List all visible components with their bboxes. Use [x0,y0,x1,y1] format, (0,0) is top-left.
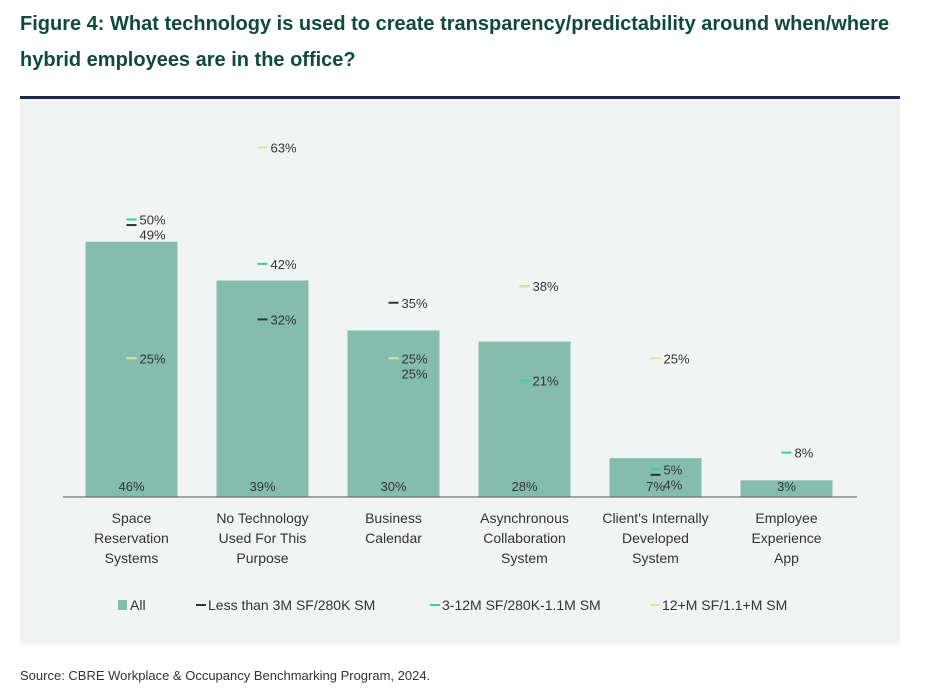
series-value-label: 21% [533,373,559,388]
series-value-label: 8% [795,446,814,461]
category-label: Asynchronous [480,510,569,526]
series-value-label: 35% [402,296,428,311]
category-label: Developed [622,530,689,546]
category-label: Collaboration [483,530,566,546]
bar [609,458,702,497]
series-value-label: 50% [140,213,166,228]
series-value-label: 49% [140,228,166,243]
category-label: Systems [105,550,159,566]
category-label: Reservation [94,530,169,546]
category-label: System [501,550,548,566]
category-label: Purpose [236,550,288,566]
series-value-label: 25% [664,351,690,366]
series-value-label: 38% [533,279,559,294]
series-value-label: 5% [664,462,683,477]
series-value-label: 25% [402,366,428,381]
legend-label: All [130,597,146,613]
category-label: App [774,550,799,566]
category-label: Employee [755,510,817,526]
category-label: No Technology [216,510,308,526]
bar-value-label: 3% [777,479,796,494]
category-label: Calendar [365,530,422,546]
series-value-label: 25% [140,351,166,366]
bar-value-label: 28% [511,479,537,494]
category-label: Space [112,510,152,526]
series-value-label: 42% [271,257,297,272]
legend-label: 3-12M SF/280K-1.1M SM [442,597,601,613]
bar-value-label: 7% [646,479,665,494]
bar [85,241,178,497]
category-label: System [632,550,679,566]
series-value-label: 25% [402,351,428,366]
category-label: Used For This [219,530,307,546]
category-label: Experience [751,530,821,546]
chart-title: Figure 4: What technology is used to cre… [20,13,890,71]
category-label: Client's Internally [602,510,708,526]
bar-value-label: 30% [380,479,406,494]
series-value-label: 32% [271,312,297,327]
series-value-label: 4% [664,477,683,492]
bar-value-label: 39% [249,479,275,494]
legend-label: 12+M SF/1.1+M SM [662,597,787,613]
bar-value-label: 46% [118,479,144,494]
bar [740,480,833,497]
bar [478,341,571,497]
bar [216,280,309,497]
category-label: Business [365,510,422,526]
legend-swatch [118,600,127,610]
series-value-label: 63% [271,140,297,155]
title-divider [20,96,900,99]
legend-label: Less than 3M SF/280K SM [208,597,375,613]
source-note: Source: CBRE Workplace & Occupancy Bench… [20,668,431,683]
